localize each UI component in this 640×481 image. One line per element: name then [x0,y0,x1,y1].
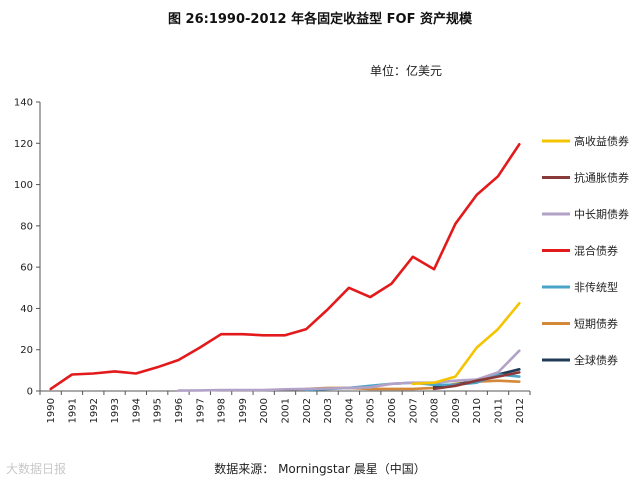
y-tick-label: 0 [27,387,33,398]
series-line-3 [177,349,521,392]
y-tick-label: 120 [14,139,33,150]
series-line-1 [411,302,521,386]
x-tick-label: 1997 [195,398,206,423]
x-tick-label: 1995 [153,398,164,423]
unit-label: 单位：亿美元 [370,64,443,78]
y-tick-label: 100 [14,180,33,191]
legend-label-7: 全球债券 [574,353,618,367]
x-tick-label: 2005 [366,398,377,423]
watermark-text: 大数据日报 [6,462,67,476]
x-tick-label: 2011 [494,398,505,423]
source-note: 数据来源： Morningstar 晨星（中国） [214,462,426,476]
x-tick-label: 2006 [387,398,398,423]
y-tick-label: 140 [14,98,33,109]
legend-label-6: 短期债券 [574,317,618,331]
x-tick-label: 1998 [217,398,228,423]
y-tick-label: 40 [20,304,33,315]
x-tick-label: 2003 [323,398,334,423]
chart-title: 图 26:1990-2012 年各固定收益型 FOF 资产规模 [168,12,472,27]
x-tick-label: 1992 [89,398,100,423]
legend-label-1: 高收益债券 [574,134,629,148]
x-tick-label: 2004 [344,398,355,423]
legend-label-3: 中长期债券 [574,207,629,221]
x-tick-label: 1990 [46,398,57,423]
y-tick-label: 60 [20,263,33,274]
y-tick-label: 80 [20,221,33,232]
x-tick-label: 1999 [238,398,249,423]
series-line-4 [49,143,521,391]
x-tick-label: 2007 [408,398,419,423]
series-lines [49,143,521,392]
x-tick-label: 2001 [281,398,292,423]
x-tick-label: 2010 [472,398,483,423]
x-tick-label: 1991 [67,398,78,423]
y-tick-label: 20 [20,345,33,356]
x-tick-label: 2008 [430,398,441,423]
legend-label-5: 非传统型 [574,280,618,294]
x-tick-label: 2012 [515,398,526,423]
axis-ticks: 0 20 40 60 80 100 120 140 1990 1991 1992 1993 1994 19… [14,98,531,423]
series-line-2 [432,371,521,391]
x-tick-label: 2002 [302,398,313,423]
x-tick-label: 1993 [110,398,121,423]
legend-label-2: 抗通胀债券 [574,171,629,185]
x-tick-label: 1994 [131,398,142,423]
chart-axes [39,102,530,392]
x-tick-label: 2000 [259,398,270,423]
legend-label-4: 混合债券 [574,244,618,258]
x-tick-label: 2009 [451,398,462,423]
x-tick-label: 1996 [174,398,185,423]
